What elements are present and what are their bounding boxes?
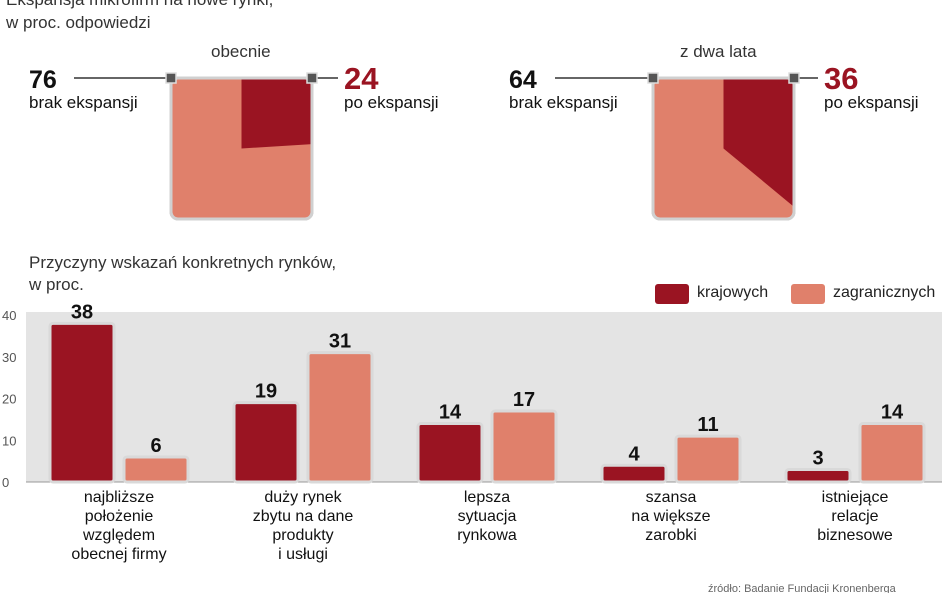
bar-krajowych	[600, 463, 668, 484]
legend-label-zagranicznych: zagranicznych	[833, 284, 936, 301]
pie1-slice-po-ekspansji	[241, 78, 312, 149]
bar-zagranicznych	[858, 422, 926, 484]
pie2-expansion-label: po ekspansji	[824, 93, 919, 112]
pie1-frame	[169, 76, 314, 221]
legend-label-krajowych: krajowych	[697, 284, 769, 301]
x-category-label: sytuacja	[458, 508, 517, 525]
x-category-label: obecnej firmy	[71, 546, 166, 563]
y-tick-label: 0	[2, 475, 9, 490]
pie2-expansion-value: 36	[824, 61, 859, 96]
pie1-title: obecnie	[211, 42, 271, 61]
bar-krajowych	[48, 321, 116, 484]
pie-charts	[74, 72, 818, 221]
bar-zagranicznych	[306, 351, 374, 484]
bar-value-label: 14	[439, 402, 462, 424]
pie1-handle-right	[306, 72, 318, 84]
x-category-label: biznesowe	[817, 527, 893, 544]
pie1-expansion-value: 24	[344, 61, 379, 96]
source-note: źródło: Badanie Fundacji Kronenberga	[708, 583, 896, 593]
x-category-label: najbliższe	[84, 489, 154, 506]
pie1-expansion-label: po ekspansji	[344, 93, 439, 112]
bar-chart-subtitle: w proc.	[29, 275, 84, 294]
pie1-handle-left	[165, 72, 177, 84]
x-category-label: na większe	[631, 508, 710, 525]
x-category-label: rynkowa	[457, 527, 517, 544]
pie1-no-expansion-label: brak ekspansji	[29, 93, 138, 112]
bar-krajowych	[784, 467, 852, 484]
bar-value-label: 31	[329, 331, 351, 353]
x-category-label: zbytu na dane	[253, 508, 354, 525]
page-subtitle: w proc. odpowiedzi	[6, 13, 151, 32]
x-category-label: i usługi	[278, 546, 328, 563]
x-category-label: położenie	[85, 508, 154, 525]
bar-krajowych	[416, 422, 484, 484]
bar-chart-title: Przyczyny wskazań konkretnych rynków,	[29, 253, 337, 272]
pie2-no-expansion-value: 64	[509, 66, 537, 94]
bar-zagranicznych	[490, 409, 558, 484]
bar-value-label: 4	[628, 443, 640, 465]
bar-value-label: 19	[255, 381, 277, 403]
bar-value-label: 14	[881, 402, 904, 424]
x-category-label: produkty	[272, 527, 333, 544]
x-category-label: istniejące	[822, 489, 889, 506]
x-category-label: względem	[82, 527, 155, 544]
bar-zagranicznych	[122, 455, 190, 484]
bar-value-label: 11	[697, 414, 718, 436]
x-category-label: szansa	[646, 489, 697, 506]
pie2-handle-left	[647, 72, 659, 84]
bar-zagranicznych	[674, 434, 742, 484]
y-tick-label: 40	[2, 308, 16, 323]
pie2-handle-right	[788, 72, 800, 84]
plot-background	[26, 312, 942, 482]
x-category-label: lepsza	[464, 489, 510, 506]
bar-value-label: 17	[513, 389, 535, 411]
legend-swatch-krajowych	[655, 284, 689, 304]
pie2-title: z dwa lata	[680, 42, 757, 61]
x-category-label: zarobki	[645, 527, 697, 544]
pie2-no-expansion-label: brak ekspansji	[509, 93, 618, 112]
x-category-label: duży rynek	[264, 489, 342, 506]
bar-krajowych	[232, 401, 300, 484]
bar-value-label: 6	[150, 435, 161, 457]
page-title: Ekspansja mikrofirm na nowe rynki,	[6, 0, 273, 8]
y-tick-label: 10	[2, 433, 16, 448]
pie1-no-expansion-value: 76	[29, 66, 57, 94]
bar-value-label: 38	[71, 301, 93, 323]
y-tick-label: 20	[2, 392, 16, 407]
bar-value-label: 3	[812, 447, 823, 469]
x-category-label: relacje	[831, 508, 878, 525]
legend-swatch-zagranicznych	[791, 284, 825, 304]
y-tick-label: 30	[2, 350, 16, 365]
pie2-frame	[651, 76, 796, 221]
